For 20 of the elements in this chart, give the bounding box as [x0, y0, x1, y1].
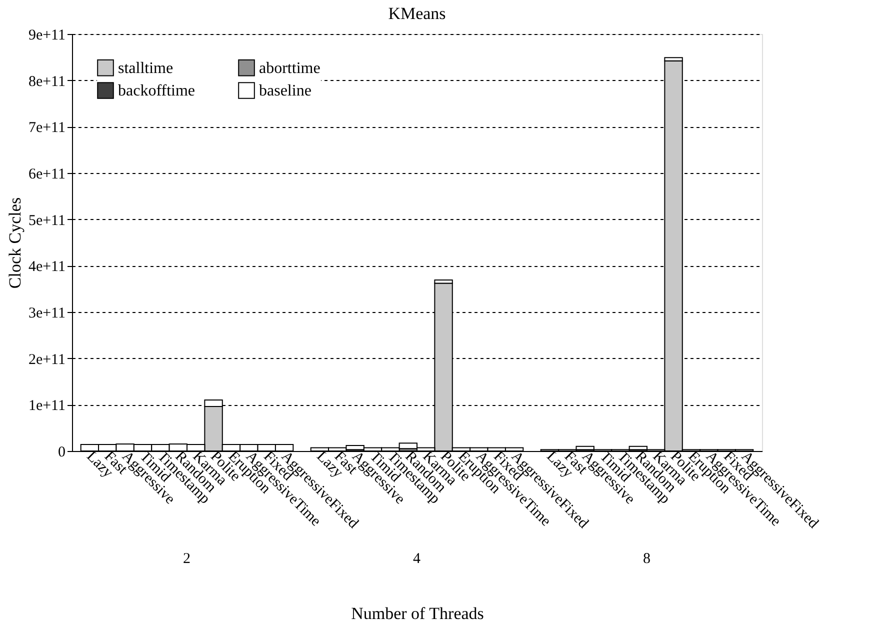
y-axis-title: Clock Cycles — [5, 197, 24, 289]
y-tick-label: 4e+11 — [28, 259, 66, 276]
legend-label: aborttime — [259, 60, 320, 77]
text: 2 — [183, 551, 191, 567]
y-tick-label: 3e+11 — [28, 306, 66, 322]
y-tick-label: 6e+11 — [28, 166, 66, 182]
y-tick-label: 7e+11 — [28, 120, 66, 136]
text: 8 — [643, 551, 651, 567]
y-tick-label: 9e+11 — [28, 28, 66, 44]
y-tick-label: 1e+11 — [28, 398, 66, 414]
x-axis-title: Number of Threads — [351, 604, 484, 624]
legend-label: stalltime — [118, 60, 174, 77]
y-tick-label: 2e+11 — [28, 352, 66, 368]
y-tick-label: 0 — [58, 444, 66, 460]
text: 4 — [413, 551, 422, 567]
y-tick-label: 8e+11 — [28, 74, 66, 90]
legend-label: backofftime — [118, 82, 196, 100]
chart-title: KMeans — [388, 4, 446, 23]
legend-label: baseline — [259, 82, 312, 100]
y-tick-label: 5e+11 — [28, 212, 66, 229]
